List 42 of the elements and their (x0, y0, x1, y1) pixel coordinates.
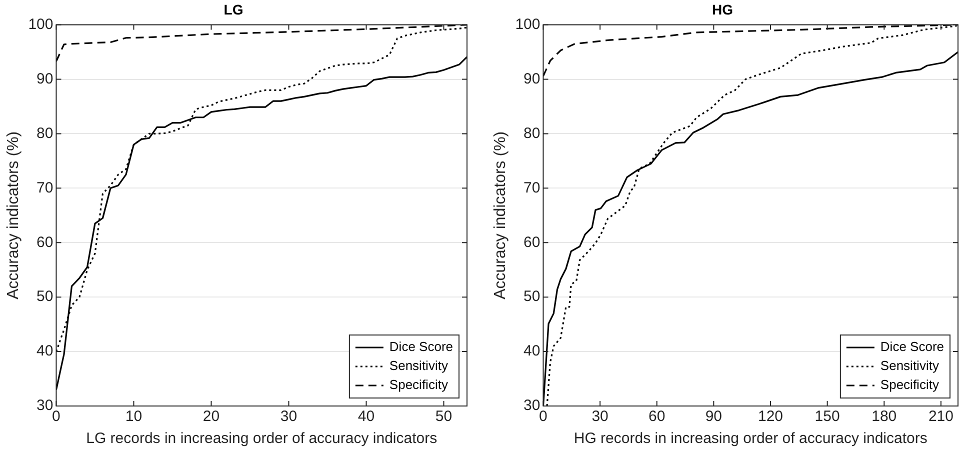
y-tick-label: 60 (524, 234, 540, 251)
chart-title: LG (224, 1, 244, 18)
y-axis-title: Accuracy indicators (%) (492, 131, 510, 300)
x-tick-label: 10 (125, 408, 142, 426)
y-tick-label: 70 (36, 179, 54, 196)
y-tick-label: 100 (28, 16, 54, 33)
y-tick-label: 80 (36, 124, 54, 142)
y-tick-label: 60 (36, 234, 54, 251)
x-tick-label: 30 (280, 408, 298, 426)
y-tick-label: 80 (524, 124, 540, 142)
x-tick-label: 210 (928, 408, 954, 426)
x-tick-label: 20 (202, 408, 220, 426)
x-tick-label: 50 (435, 408, 452, 426)
x-tick-label: 150 (814, 408, 840, 426)
y-tick-label: 90 (524, 70, 540, 88)
y-tick-label: 50 (524, 288, 540, 306)
y-tick-label: 40 (36, 342, 54, 360)
x-axis-title: LG records in increasing order of accuracy indicators (86, 430, 438, 448)
y-tick-label: 100 (515, 16, 540, 33)
x-tick-label: 40 (358, 408, 375, 426)
y-tick-label: 30 (36, 397, 54, 414)
x-axis-title: HG records in increasing order of accuracy indicators (574, 430, 928, 448)
legend-label: Sensitivity (389, 358, 448, 374)
y-tick-label: 30 (524, 397, 540, 414)
legend-label: Sensitivity (880, 358, 940, 374)
x-tick-label: 30 (592, 408, 608, 426)
legend-label: Dice Score (880, 339, 944, 354)
x-tick-label: 0 (52, 408, 60, 426)
y-tick-label: 50 (36, 288, 54, 306)
legend-label: Specificity (389, 377, 448, 392)
y-tick-label: 70 (524, 179, 540, 196)
y-tick-label: 90 (36, 70, 54, 88)
x-tick-label: 90 (705, 408, 722, 426)
x-tick-label: 60 (648, 408, 666, 426)
legend-label: Specificity (880, 377, 940, 392)
y-axis-title: Accuracy indicators (%) (5, 131, 22, 300)
x-tick-label: 0 (539, 408, 548, 426)
x-tick-label: 120 (758, 408, 784, 426)
legend-label: Dice Score (389, 339, 453, 354)
chart-title: HG (712, 1, 734, 18)
x-tick-label: 180 (872, 408, 897, 426)
y-tick-label: 40 (524, 342, 540, 360)
